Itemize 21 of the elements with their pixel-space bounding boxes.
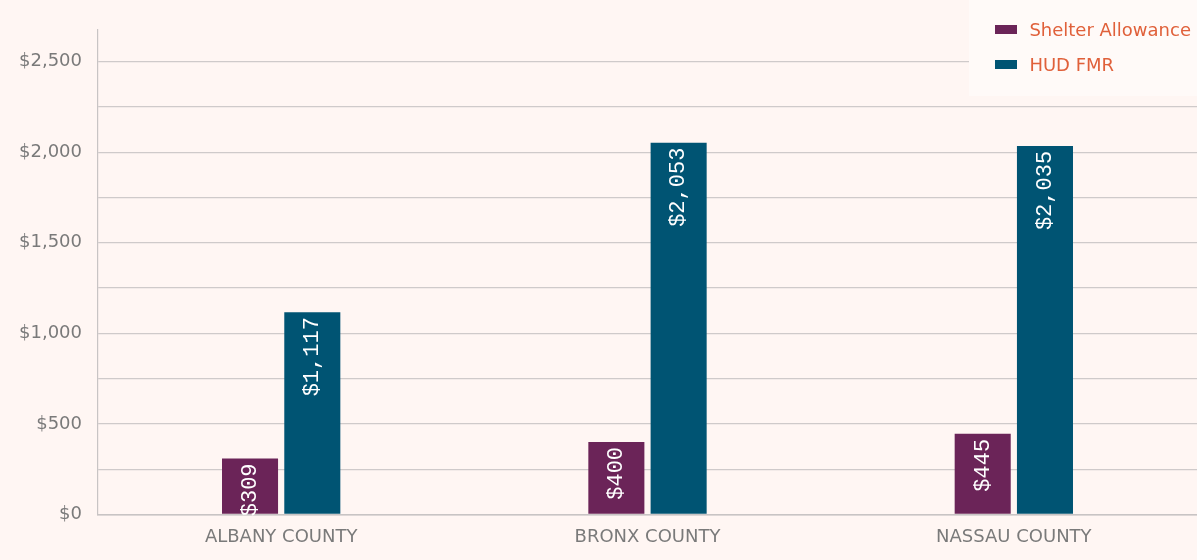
data-label: $309 xyxy=(237,463,263,517)
bar xyxy=(1016,145,1073,514)
legend-label: HUD FMR xyxy=(1029,54,1115,75)
x-tick-label: BRONX COUNTY xyxy=(574,524,722,546)
y-tick-label: $2,000 xyxy=(19,139,82,161)
y-tick-label: $2,500 xyxy=(19,49,82,71)
data-label: $1,117 xyxy=(300,317,326,397)
x-tick-label: ALBANY COUNTY xyxy=(204,524,359,546)
data-label: $445 xyxy=(970,438,996,492)
y-tick-label: $1,500 xyxy=(19,230,82,252)
data-label: $2,035 xyxy=(1032,150,1058,231)
y-tick-label: $500 xyxy=(36,411,82,433)
y-tick-label: $1,000 xyxy=(19,320,82,342)
bar xyxy=(650,142,707,514)
y-tick-label: $0 xyxy=(59,502,82,524)
bar xyxy=(954,433,1011,514)
x-tick-label: NASSAU COUNTY xyxy=(936,524,1093,546)
legend-label: Shelter Allowance xyxy=(1029,19,1191,40)
data-label: $2,053 xyxy=(666,147,692,227)
data-label: $400 xyxy=(604,446,630,500)
bar xyxy=(284,312,341,514)
